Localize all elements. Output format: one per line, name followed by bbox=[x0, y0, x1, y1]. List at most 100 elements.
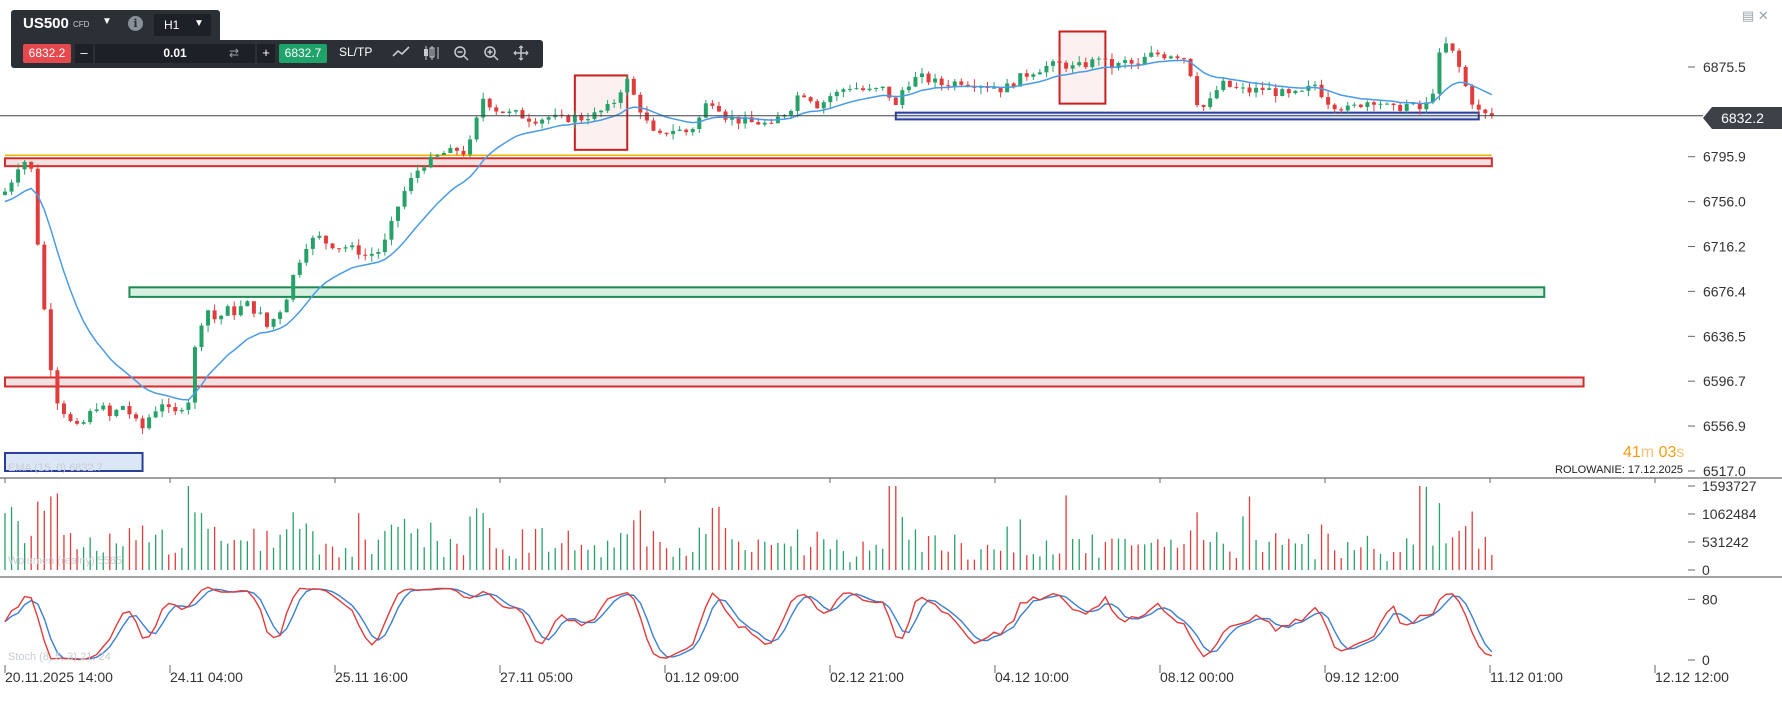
candle-body bbox=[690, 129, 695, 133]
candle-body bbox=[107, 405, 112, 416]
candle-body bbox=[481, 98, 486, 118]
candle-body bbox=[454, 147, 459, 151]
candle-body bbox=[500, 111, 505, 114]
candle-body bbox=[847, 88, 852, 90]
candle-body bbox=[716, 105, 721, 112]
candle-body bbox=[992, 87, 997, 89]
sell-button[interactable]: 6832.2 bbox=[23, 44, 71, 63]
quantity-decrease-button[interactable]: – bbox=[75, 44, 93, 63]
candle-body bbox=[893, 97, 898, 105]
candle-body bbox=[1489, 113, 1494, 116]
line-chart-icon[interactable] bbox=[391, 45, 411, 63]
candle-body bbox=[1018, 73, 1023, 87]
candle-body bbox=[841, 89, 846, 92]
x-tick-label: 12.12 12:00 bbox=[1655, 669, 1729, 685]
candle-body bbox=[546, 117, 551, 120]
candle-body bbox=[1182, 58, 1186, 60]
candle-body bbox=[81, 422, 86, 424]
minimize-icon[interactable]: ▤ bbox=[1742, 8, 1755, 23]
move-icon[interactable] bbox=[511, 45, 531, 63]
candle-body bbox=[998, 87, 1003, 93]
candle-body bbox=[789, 111, 793, 115]
candle-body bbox=[756, 122, 761, 125]
window-controls: ▤ ✕ bbox=[1742, 8, 1769, 24]
candle-body bbox=[730, 116, 735, 120]
info-icon[interactable]: i bbox=[128, 16, 143, 31]
candle-body bbox=[533, 121, 538, 124]
candle-body bbox=[435, 154, 440, 157]
candle-body bbox=[35, 168, 40, 245]
candle-body bbox=[1319, 84, 1324, 98]
candle-body bbox=[762, 122, 767, 125]
candle-body bbox=[1424, 102, 1429, 110]
candle-body bbox=[409, 177, 414, 192]
candle-body bbox=[513, 110, 518, 112]
close-icon[interactable]: ✕ bbox=[1757, 8, 1769, 23]
candle-body bbox=[520, 110, 525, 119]
candle-body bbox=[1234, 86, 1239, 88]
candle-body bbox=[795, 95, 800, 112]
candle-body bbox=[441, 152, 446, 155]
candle-body bbox=[1476, 104, 1481, 110]
candle-body bbox=[1155, 52, 1160, 55]
swap-icon[interactable]: ⇄ bbox=[229, 46, 240, 60]
candle-body bbox=[625, 78, 630, 93]
candle-body bbox=[1123, 60, 1128, 63]
candle-body bbox=[965, 84, 970, 86]
y-tick-label: 6756.0 bbox=[1703, 194, 1746, 210]
candle-body bbox=[448, 147, 453, 153]
candle-body bbox=[1201, 105, 1206, 107]
quantity-increase-button[interactable]: + bbox=[257, 44, 275, 63]
zoom-out-icon[interactable] bbox=[451, 45, 471, 63]
candle-body bbox=[1404, 104, 1409, 111]
candle-body bbox=[1136, 63, 1141, 65]
candle-body bbox=[75, 420, 80, 424]
candle-body bbox=[1417, 103, 1422, 110]
candle-body bbox=[1444, 43, 1448, 53]
candle-body bbox=[337, 248, 342, 250]
chevron-down-icon[interactable]: ▼ bbox=[102, 16, 112, 27]
y-tick-label: 6795.9 bbox=[1703, 149, 1746, 165]
candle-body bbox=[461, 150, 466, 155]
x-tick-label: 04.12 10:00 bbox=[995, 669, 1069, 685]
candle-body bbox=[618, 92, 623, 103]
quantity-input[interactable]: 0.01 bbox=[95, 44, 255, 63]
timeframe-select[interactable]: H1 ▼ bbox=[154, 14, 211, 36]
candle-body bbox=[1352, 104, 1357, 106]
candle-body bbox=[1162, 54, 1167, 59]
y-tick-label: 6517.0 bbox=[1703, 463, 1746, 479]
candle-body bbox=[1398, 105, 1403, 111]
zoom-in-icon[interactable] bbox=[481, 45, 501, 63]
buy-button[interactable]: 6832.7 bbox=[279, 44, 327, 63]
candle-body bbox=[1214, 90, 1219, 99]
timeframe-value: H1 bbox=[164, 18, 180, 32]
candle-body bbox=[834, 91, 839, 97]
candle-body bbox=[284, 299, 289, 313]
candle-body bbox=[323, 235, 328, 244]
candle-body bbox=[1044, 65, 1049, 73]
candle-body bbox=[684, 129, 689, 133]
candle-body bbox=[1457, 50, 1462, 67]
ema-series-line bbox=[4, 59, 1493, 401]
candle-body bbox=[566, 115, 571, 123]
support-zone bbox=[128, 286, 1546, 298]
resistance-zone bbox=[4, 157, 1493, 168]
candle-body bbox=[599, 110, 604, 113]
candle-body bbox=[1326, 97, 1331, 105]
candle-body bbox=[1254, 87, 1259, 93]
candle-body bbox=[743, 117, 748, 124]
candle-chart-icon[interactable] bbox=[421, 45, 441, 63]
candle-body bbox=[186, 402, 191, 410]
timer-minutes: 41 bbox=[1623, 444, 1641, 461]
candle-body bbox=[160, 404, 165, 412]
candle-body bbox=[1031, 74, 1036, 77]
candle-body bbox=[631, 78, 636, 95]
candle-body bbox=[1024, 73, 1029, 77]
rollover-date: ROLOWANIE: 17.12.2025 bbox=[1555, 464, 1683, 476]
candle-body bbox=[1168, 56, 1173, 59]
candle-body bbox=[343, 247, 348, 249]
y-tick-label: 6596.7 bbox=[1703, 373, 1746, 389]
symbol-name[interactable]: US500 bbox=[23, 15, 69, 32]
sltp-button[interactable]: SL/TP bbox=[339, 45, 373, 59]
